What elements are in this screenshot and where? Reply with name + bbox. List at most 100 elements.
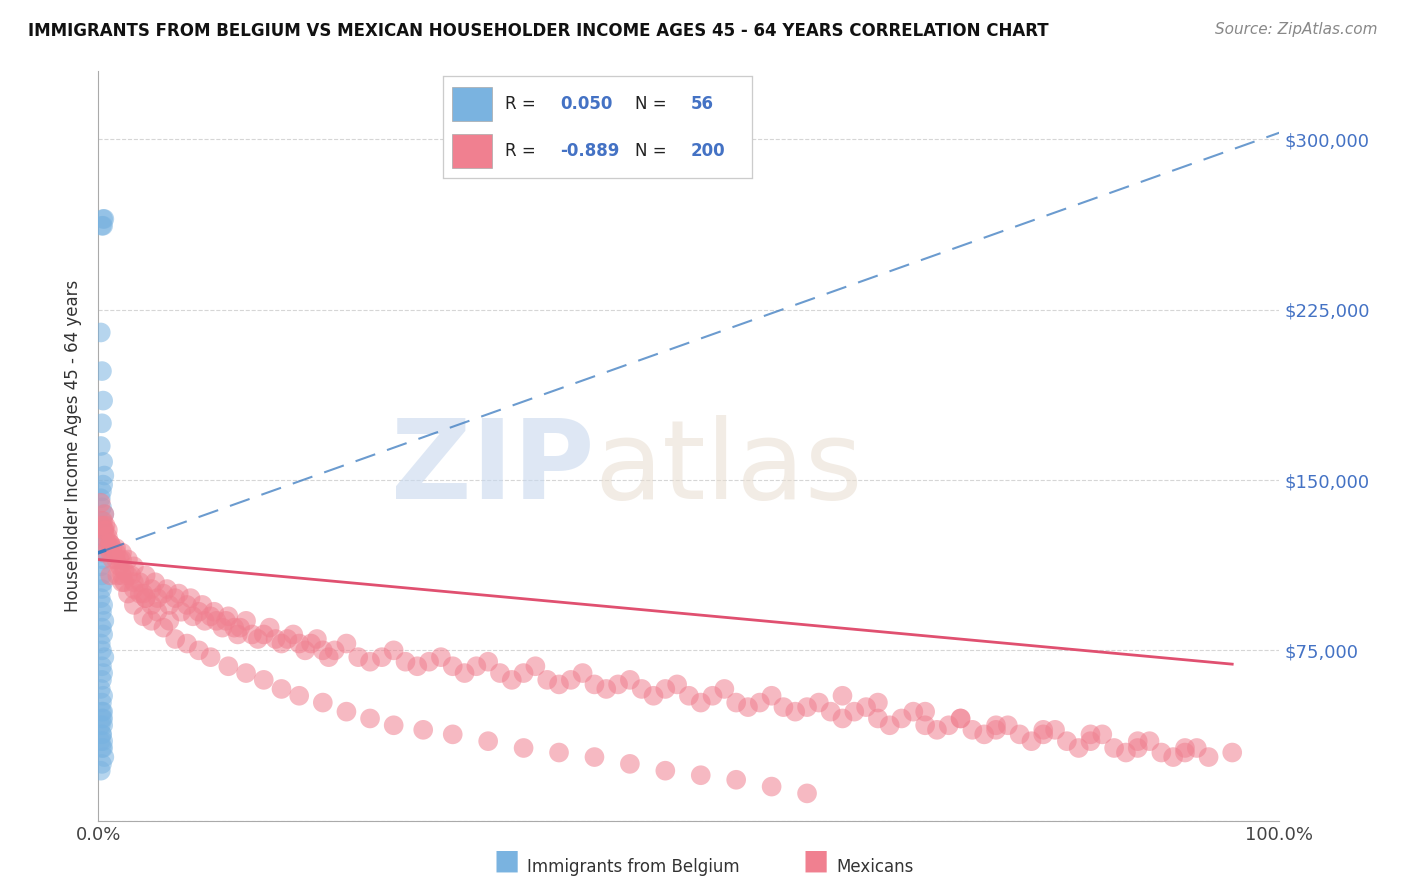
Point [91,718,114,732]
Text: IMMIGRANTS FROM BELGIUM VS MEXICAN HOUSEHOLDER INCOME AGES 45 - 64 YEARS CORRELA: IMMIGRANTS FROM BELGIUM VS MEXICAN HOUSE… [28,22,1049,40]
Point [90,496,112,510]
Point [105,546,128,560]
Point [181,609,204,624]
Point [91,659,114,673]
Point [141,614,163,628]
Point [91,621,114,635]
Point [90,718,112,732]
Point [785,705,807,719]
Point [831,711,853,725]
Point [501,673,523,687]
Point [93,750,115,764]
Point [253,627,276,641]
Point [1139,734,1161,748]
Point [229,621,252,635]
Point [571,666,593,681]
Point [217,659,239,673]
Point [165,591,187,606]
Point [240,627,263,641]
Point [548,677,571,691]
Point [91,455,114,469]
Text: ■: ■ [494,847,519,874]
Point [312,643,335,657]
Point [890,711,912,725]
Point [211,621,233,635]
Point [91,734,114,748]
Point [619,673,641,687]
Point [176,636,198,650]
Point [807,696,830,710]
Point [1115,746,1137,760]
Point [176,598,198,612]
Point [91,666,114,681]
Point [938,718,960,732]
Point [91,705,114,719]
Point [91,741,114,756]
Point [536,673,558,687]
Point [93,546,115,560]
Point [152,621,174,635]
Point [187,643,209,657]
Point [1102,741,1125,756]
Point [98,546,121,560]
Point [111,552,134,566]
Point [654,764,676,778]
Point [128,586,150,600]
Point [91,643,114,657]
Point [98,536,121,550]
Point [607,677,630,691]
Text: N =: N = [634,142,672,161]
Text: 56: 56 [690,95,713,113]
Bar [453,135,492,168]
Point [226,627,249,641]
Point [101,552,124,566]
Point [91,673,114,687]
Point [761,689,783,703]
Point [94,518,117,533]
Point [111,546,134,560]
Point [441,727,464,741]
Point [914,705,936,719]
Point [748,696,770,710]
Point [1126,741,1149,756]
Point [122,598,145,612]
Point [246,632,269,646]
Point [215,614,238,628]
Point [91,219,114,233]
Point [312,696,335,710]
Point [152,586,174,600]
Text: Source: ZipAtlas.com: Source: ZipAtlas.com [1215,22,1378,37]
Point [1008,727,1031,741]
Point [141,582,163,596]
Point [1174,741,1197,756]
Point [560,673,582,687]
Point [93,523,115,537]
Point [796,786,818,800]
Point [205,614,228,628]
Point [200,650,222,665]
Point [90,491,112,506]
Point [93,507,115,521]
Point [91,417,114,431]
Point [984,723,1007,737]
Point [1161,750,1184,764]
Point [879,718,901,732]
Point [91,756,114,771]
Point [91,711,114,725]
Point [91,582,114,596]
Point [91,741,114,756]
Point [702,689,724,703]
Point [91,393,114,408]
Point [1043,723,1066,737]
Point [91,546,114,560]
Point [91,500,114,515]
Point [191,598,214,612]
Point [94,530,117,544]
Point [180,591,202,606]
Point [844,705,866,719]
Point [90,559,112,574]
Point [90,636,112,650]
Point [678,689,700,703]
Point [820,705,842,719]
Point [725,696,748,710]
